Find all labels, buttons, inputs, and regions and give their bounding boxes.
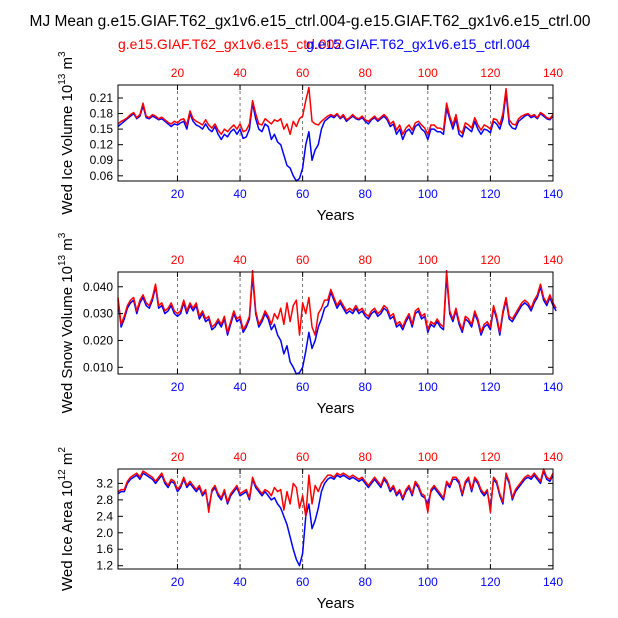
figure-title: MJ Mean g.e15.GIAF.T62_gx1v6.e15_ctrl.00… xyxy=(30,13,591,30)
y-label-exponent: 13 xyxy=(57,254,68,266)
x-tick-label-bottom: 80 xyxy=(359,187,373,201)
x-tick-label-top: 80 xyxy=(359,253,373,267)
series-line-blue xyxy=(117,470,554,567)
x-tick-label-bottom: 40 xyxy=(233,575,247,589)
y-tick-label: 0.030 xyxy=(83,307,113,321)
y-tick-label: 1.6 xyxy=(96,542,113,556)
y-label-text: Wed Snow Volume 10 xyxy=(59,266,76,413)
x-tick-label-bottom: 40 xyxy=(233,380,247,394)
x-tick-label-bottom: 120 xyxy=(480,380,500,394)
x-tick-label-top: 120 xyxy=(480,66,500,80)
x-tick-label-bottom: 100 xyxy=(418,380,438,394)
y-label-unit-exponent: 2 xyxy=(57,447,68,453)
y-tick-label: 0.15 xyxy=(90,122,114,136)
x-axis-label: Years xyxy=(317,595,355,612)
x-tick-label-top: 80 xyxy=(359,450,373,464)
x-tick-label-bottom: 20 xyxy=(171,380,185,394)
y-tick-label: 0.18 xyxy=(90,107,114,121)
y-tick-label: 0.06 xyxy=(90,169,114,183)
x-tick-label-bottom: 20 xyxy=(171,575,185,589)
x-tick-label-top: 60 xyxy=(296,450,310,464)
series-line-blue xyxy=(117,92,554,182)
y-tick-label: 0.09 xyxy=(90,153,114,167)
x-tick-label-bottom: 20 xyxy=(171,187,185,201)
x-tick-label-top: 80 xyxy=(359,66,373,80)
y-tick-label: 0.020 xyxy=(83,333,113,347)
y-label-exponent: 13 xyxy=(57,73,68,85)
y-axis-label: Wed Ice Volume 1013 m3 xyxy=(57,51,76,215)
y-tick-label: 0.010 xyxy=(83,360,113,374)
y-tick-label: 0.12 xyxy=(90,138,114,152)
y-tick-label: 0.040 xyxy=(83,280,113,294)
x-tick-label-bottom: 140 xyxy=(543,187,563,201)
x-tick-label-bottom: 120 xyxy=(480,575,500,589)
x-tick-label-top: 20 xyxy=(171,253,185,267)
series-line-red xyxy=(117,269,557,336)
x-tick-label-bottom: 140 xyxy=(543,575,563,589)
panel-3: 20 20 40 40 60 60 80 80 100 100 120 120 140 140 1.2 1.6… xyxy=(57,447,563,612)
x-tick-label-bottom: 60 xyxy=(296,575,310,589)
x-tick-label-bottom: 120 xyxy=(480,187,500,201)
x-tick-label-top: 40 xyxy=(233,253,247,267)
legend-label-red: g.e15.GIAF.T62_gx1v6.e15_ctrl.002 xyxy=(118,36,342,52)
y-tick-label: 0.21 xyxy=(90,91,114,105)
series-line-red xyxy=(117,468,554,518)
plot-frame xyxy=(117,468,554,570)
y-axis-label: Wed Ice Area 1012 m2 xyxy=(57,447,76,591)
x-axis-label: Years xyxy=(317,400,355,417)
y-label-text: Wed Ice Volume 10 xyxy=(59,85,76,215)
panel-2: 20 20 40 40 60 60 80 80 100 100 120 120 140 140 0.010 0… xyxy=(57,232,563,417)
x-tick-label-top: 60 xyxy=(296,66,310,80)
x-tick-label-top: 120 xyxy=(480,253,500,267)
x-tick-label-bottom: 60 xyxy=(296,380,310,394)
x-tick-label-bottom: 40 xyxy=(233,187,247,201)
x-tick-label-top: 20 xyxy=(171,450,185,464)
x-tick-label-bottom: 100 xyxy=(418,187,438,201)
panel-1: 20 20 40 40 60 60 80 80 100 100 120 120 140 140 0.06 0.… xyxy=(57,51,563,224)
x-tick-label-top: 120 xyxy=(480,450,500,464)
y-label-text: Wed Ice Area 10 xyxy=(59,480,76,591)
plot-frame xyxy=(117,271,554,375)
x-tick-label-bottom: 140 xyxy=(543,380,563,394)
y-tick-label: 2.8 xyxy=(96,493,113,507)
y-label-unit: m xyxy=(59,238,76,255)
legend-label-blue: g.e15.GIAF.T62_gx1v6.e15_ctrl.004 xyxy=(306,36,530,52)
x-axis-label: Years xyxy=(317,207,355,224)
y-label-exponent: 12 xyxy=(57,469,68,481)
x-tick-label-bottom: 80 xyxy=(359,380,373,394)
y-tick-label: 2.0 xyxy=(96,526,113,540)
x-tick-label-top: 100 xyxy=(418,66,438,80)
x-tick-label-top: 40 xyxy=(233,66,247,80)
y-label-unit: m xyxy=(59,57,76,74)
y-tick-label: 1.2 xyxy=(96,559,113,573)
x-tick-label-top: 20 xyxy=(171,66,185,80)
y-tick-label: 3.2 xyxy=(96,476,113,490)
y-label-unit: m xyxy=(59,453,76,470)
y-tick-label: 2.4 xyxy=(96,509,113,523)
chart-panels: 20 20 40 40 60 60 80 80 100 100 120 120 140 140 0.06 0.… xyxy=(57,51,563,612)
x-tick-label-top: 60 xyxy=(296,253,310,267)
plot-frame xyxy=(117,84,554,182)
x-tick-label-top: 140 xyxy=(543,450,563,464)
series-line-blue xyxy=(117,275,557,375)
x-tick-label-top: 140 xyxy=(543,253,563,267)
y-label-unit-exponent: 3 xyxy=(57,51,68,57)
x-tick-label-top: 140 xyxy=(543,66,563,80)
series-line-red xyxy=(117,86,554,136)
x-tick-label-bottom: 80 xyxy=(359,575,373,589)
y-label-unit-exponent: 3 xyxy=(57,232,68,238)
x-tick-label-top: 40 xyxy=(233,450,247,464)
x-tick-label-top: 100 xyxy=(418,450,438,464)
y-axis-label: Wed Snow Volume 1013 m3 xyxy=(57,232,76,413)
x-tick-label-top: 100 xyxy=(418,253,438,267)
x-tick-label-bottom: 60 xyxy=(296,187,310,201)
x-tick-label-bottom: 100 xyxy=(418,575,438,589)
